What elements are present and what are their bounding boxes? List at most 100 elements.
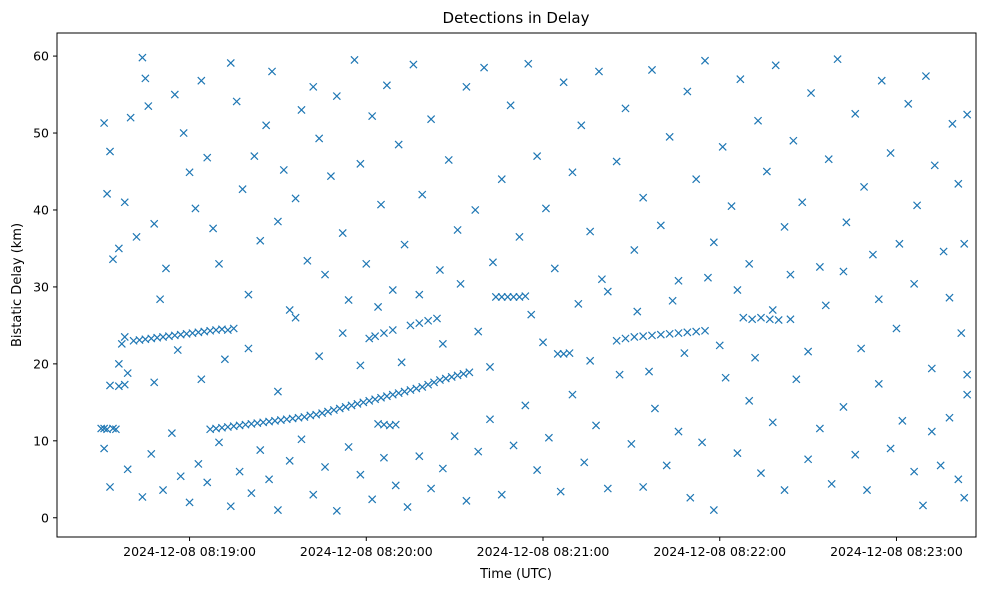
data-point <box>474 447 483 456</box>
data-point <box>141 74 150 83</box>
data-point <box>521 292 530 301</box>
x-tick-label: 2024-12-08 08:19:00 <box>123 544 256 559</box>
data-point <box>265 475 274 484</box>
data-point <box>827 479 836 488</box>
data-point <box>438 464 447 473</box>
data-point <box>538 338 548 347</box>
data-point <box>751 353 760 362</box>
data-point <box>235 467 244 476</box>
data-point <box>394 389 403 398</box>
data-point <box>700 326 710 335</box>
data-point <box>335 404 344 413</box>
data-point <box>748 315 757 324</box>
data-point <box>491 292 500 301</box>
data-point <box>197 76 206 85</box>
data-point <box>910 467 919 476</box>
data-point <box>480 63 489 72</box>
data-point <box>247 489 256 498</box>
data-point <box>553 349 562 358</box>
data-point <box>586 356 595 365</box>
data-point <box>312 410 321 419</box>
y-tick-label: 0 <box>41 510 49 525</box>
data-point <box>621 334 630 343</box>
data-point <box>754 116 763 125</box>
data-point <box>406 321 415 330</box>
data-point <box>194 459 203 468</box>
data-point <box>329 406 338 415</box>
data-point <box>285 456 294 465</box>
data-point <box>804 347 813 356</box>
data-point <box>209 224 218 233</box>
data-point <box>918 501 928 510</box>
data-point <box>503 292 512 301</box>
data-point <box>524 59 533 68</box>
data-point <box>427 484 436 493</box>
data-point <box>138 492 147 502</box>
data-point <box>821 301 830 310</box>
data-point <box>353 399 362 408</box>
data-point <box>665 132 674 141</box>
data-point <box>786 315 795 324</box>
data-point <box>559 78 568 87</box>
data-point <box>506 101 515 110</box>
data-point <box>105 381 115 390</box>
data-point <box>745 259 754 268</box>
data-point <box>736 75 745 84</box>
data-point <box>603 287 612 296</box>
data-point <box>185 168 194 177</box>
data-point <box>147 449 156 458</box>
data-point <box>444 155 453 164</box>
data-point <box>203 153 212 162</box>
data-point <box>930 161 939 170</box>
data-point <box>586 227 595 236</box>
data-point <box>341 402 350 411</box>
data-point <box>279 165 288 174</box>
data-point <box>132 232 141 241</box>
data-point <box>303 256 312 265</box>
data-point <box>159 486 168 495</box>
data-point <box>680 349 689 358</box>
x-tick-label: 2024-12-08 08:21:00 <box>477 544 610 559</box>
data-point <box>963 110 972 119</box>
data-point <box>474 327 483 336</box>
data-point <box>960 493 969 502</box>
data-point <box>273 387 282 396</box>
data-point <box>792 375 801 384</box>
data-point <box>683 87 692 96</box>
data-point <box>565 349 574 358</box>
data-point <box>862 486 872 495</box>
data-point <box>674 329 683 338</box>
data-point <box>415 319 424 328</box>
data-point <box>612 336 621 345</box>
data-point <box>371 332 380 341</box>
data-point <box>114 359 123 368</box>
data-point <box>780 486 789 495</box>
chart-title: Detections in Delay <box>443 9 590 27</box>
data-point <box>123 369 132 378</box>
data-point <box>568 390 577 399</box>
data-point <box>388 390 397 399</box>
data-point <box>338 229 347 238</box>
data-point <box>185 498 194 507</box>
data-point <box>756 469 766 478</box>
data-point <box>662 461 671 470</box>
data-point <box>913 201 922 210</box>
data-point <box>256 236 265 245</box>
data-point <box>344 442 353 451</box>
data-point <box>533 466 542 475</box>
data-point <box>868 250 877 259</box>
data-point <box>471 205 480 215</box>
data-point <box>727 202 736 211</box>
data-point <box>904 99 913 108</box>
data-point <box>715 341 724 350</box>
data-point <box>350 55 359 64</box>
data-point <box>391 481 400 490</box>
y-axis-label: Bistatic Delay (km) <box>10 223 25 347</box>
data-point <box>365 334 374 343</box>
data-point <box>621 104 630 113</box>
y-tick-label: 10 <box>33 433 49 448</box>
data-point <box>435 376 444 385</box>
data-point <box>527 310 536 319</box>
data-point <box>138 53 147 62</box>
data-point <box>332 92 341 101</box>
